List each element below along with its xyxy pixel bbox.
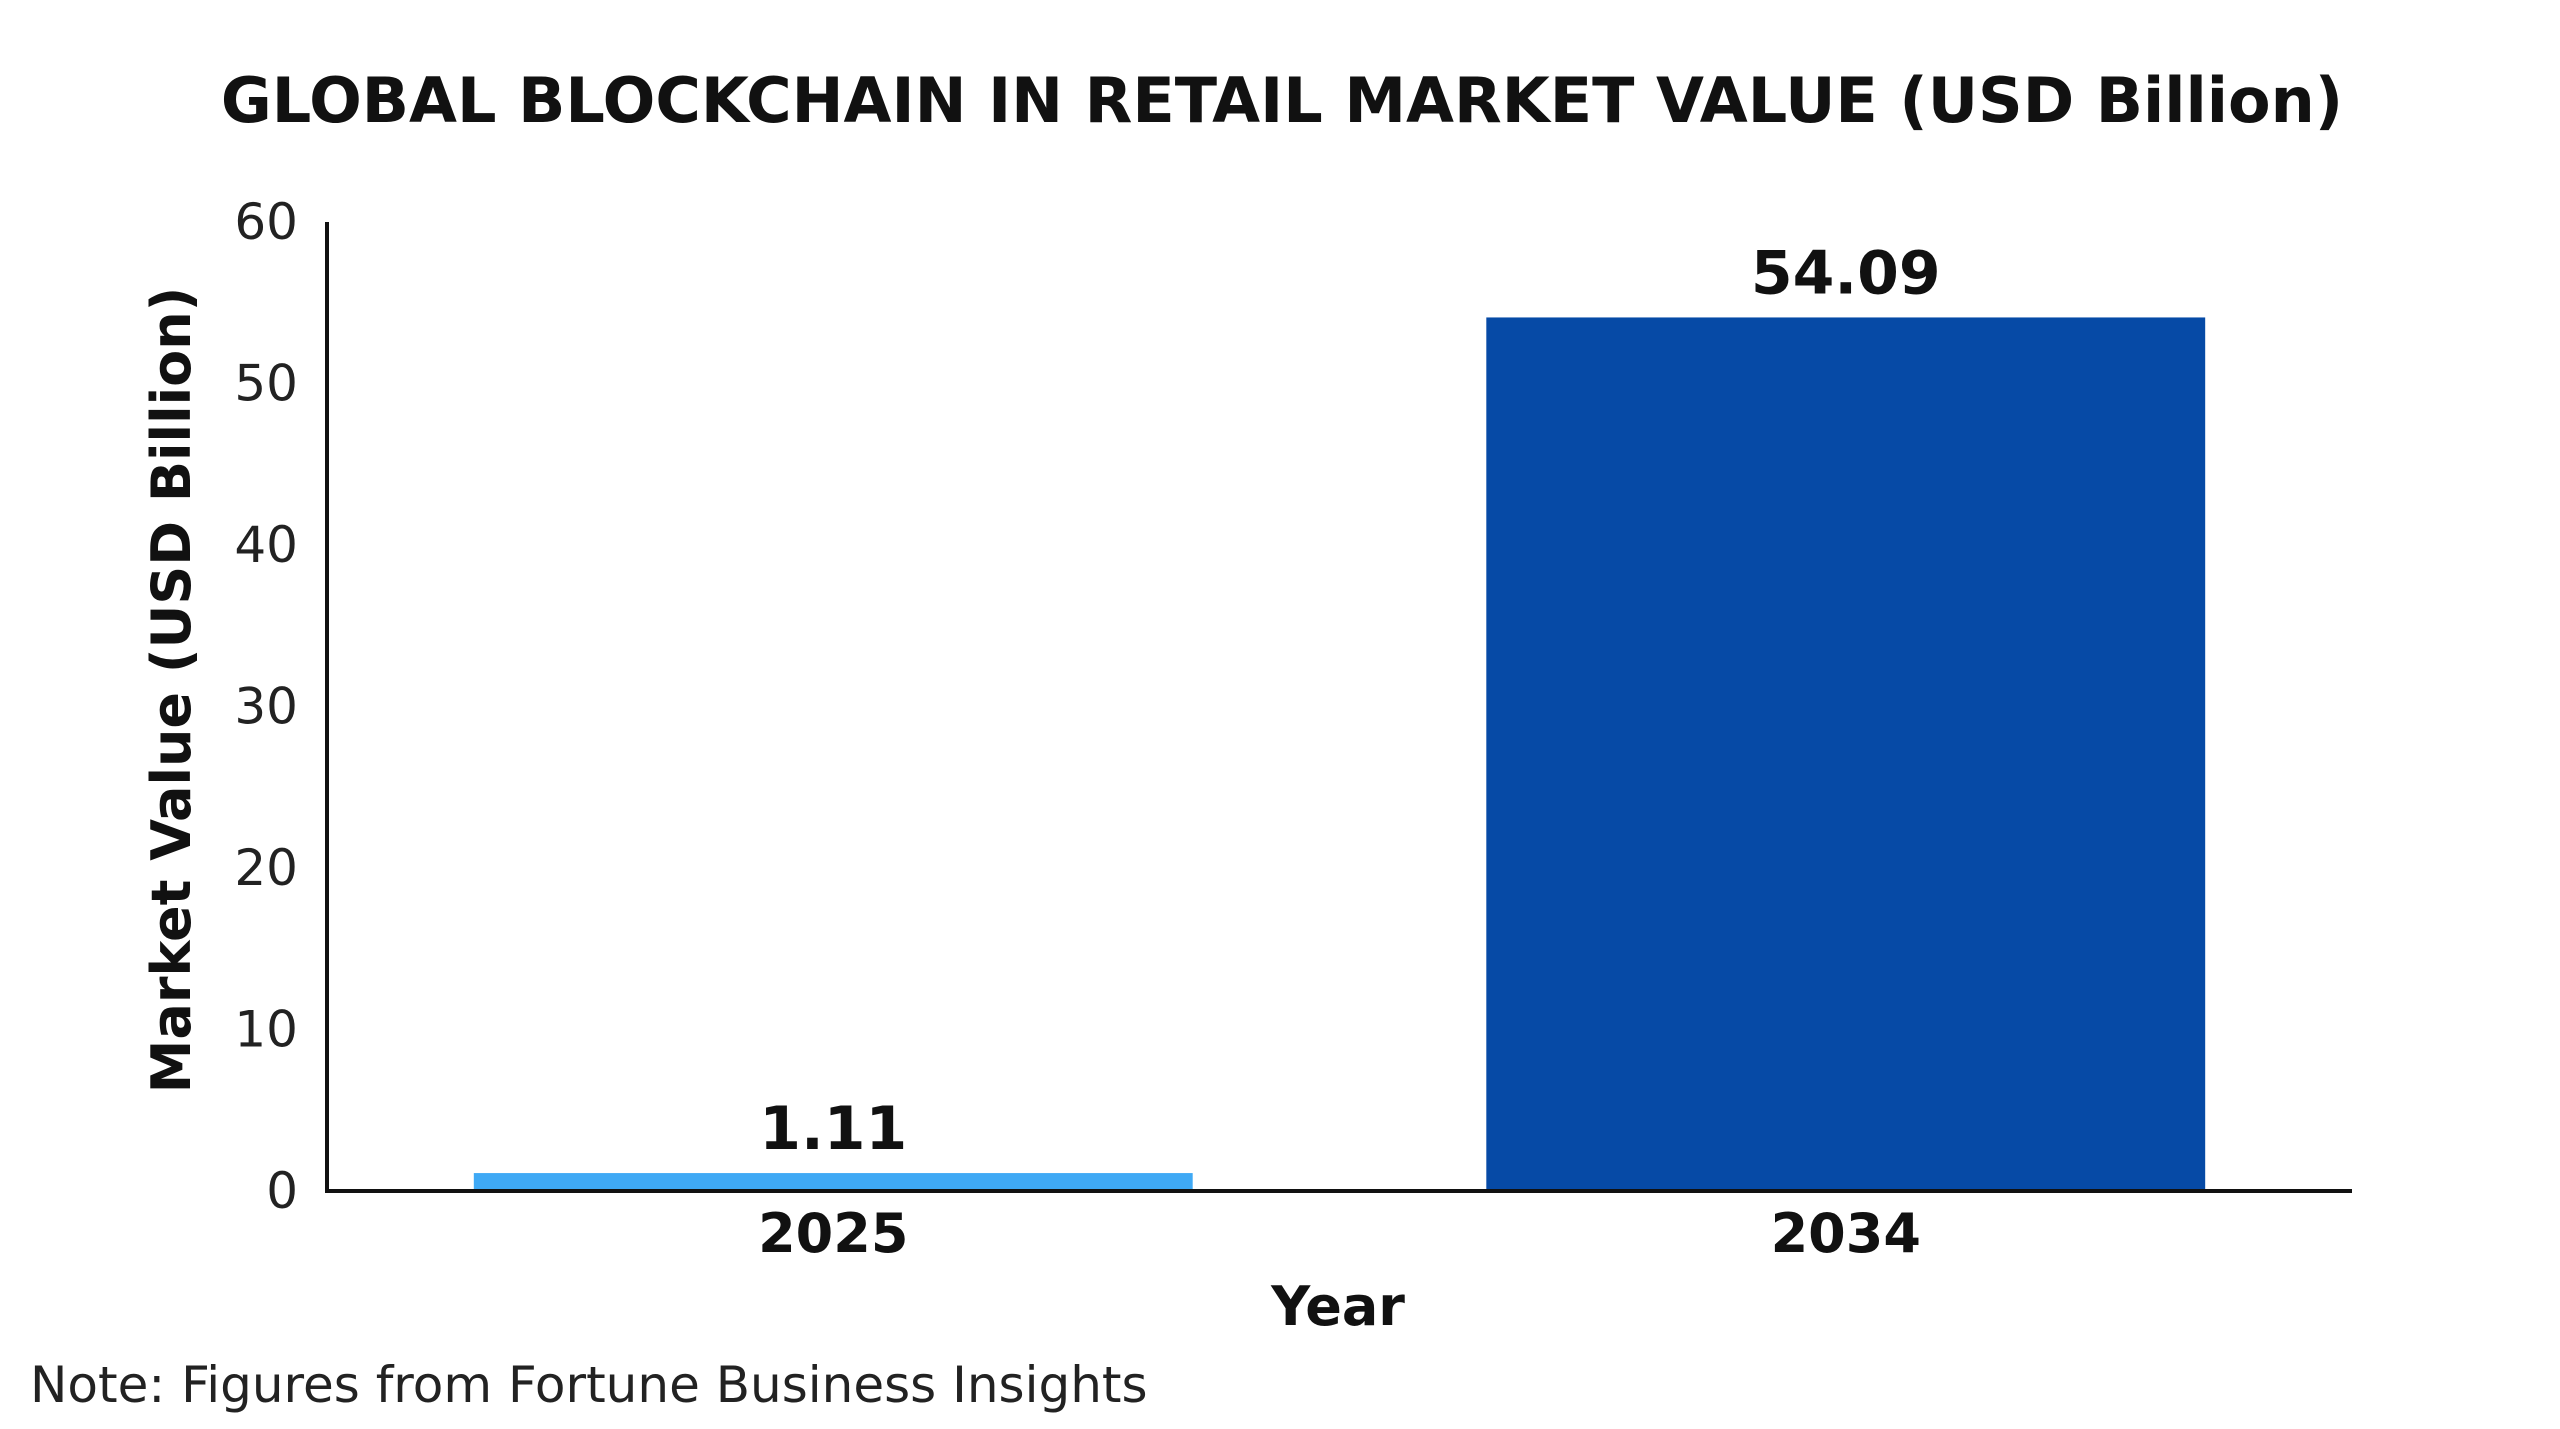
y-tick-label: 10: [234, 1001, 298, 1059]
y-tick-label: 20: [234, 839, 298, 897]
y-tick-label: 40: [234, 516, 298, 574]
bar-value-label: 54.09: [1751, 238, 1941, 308]
x-axis-label: Year: [1270, 1275, 1405, 1338]
bar-2025: [473, 1173, 1193, 1191]
bars: [473, 317, 2206, 1191]
y-tick-labels: 0 10 20 30 40 50 60: [234, 193, 298, 1220]
bar-value-labels: 1.11 54.09: [759, 238, 1940, 1164]
y-tick-label: 30: [234, 678, 298, 736]
chart-title: GLOBAL BLOCKCHAIN IN RETAIL MARKET VALUE…: [221, 64, 2343, 137]
x-tick-label: 2034: [1771, 1202, 1921, 1265]
y-tick-label: 0: [266, 1162, 298, 1220]
x-tick-labels: 2025 2034: [758, 1202, 1921, 1265]
y-tick-label: 60: [234, 193, 298, 251]
y-axis-label: Market Value (USD Billion): [140, 287, 203, 1094]
source-note: Note: Figures from Fortune Business Insi…: [30, 1356, 1148, 1414]
x-tick-label: 2025: [758, 1202, 908, 1265]
bar-value-label: 1.11: [759, 1094, 907, 1164]
bar-2034: [1486, 317, 2206, 1191]
y-tick-label: 50: [234, 355, 298, 413]
